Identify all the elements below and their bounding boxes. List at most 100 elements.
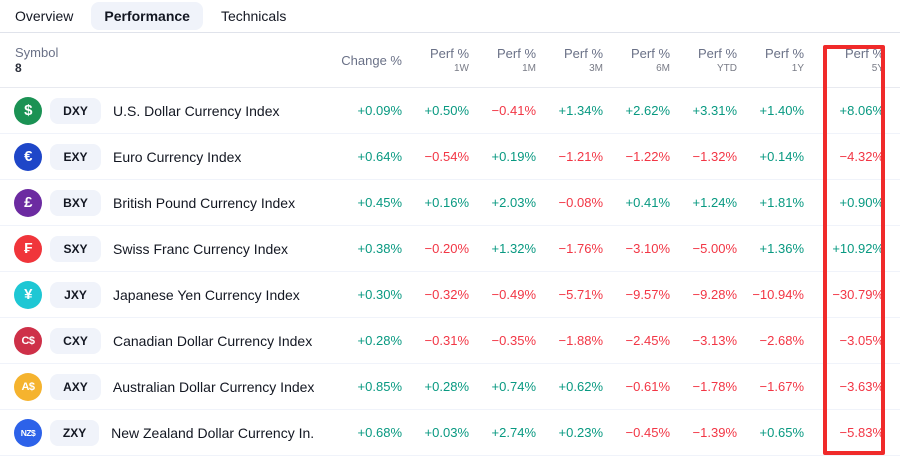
perf-header-label: Perf % <box>697 45 737 61</box>
tab-technicals[interactable]: Technicals <box>220 8 287 24</box>
ticker-badge[interactable]: EXY <box>50 143 101 170</box>
symbol-name[interactable]: Canadian Dollar Currency Index <box>113 332 313 349</box>
perf-6m-column-header[interactable]: Perf % 6M <box>603 46 670 75</box>
symbol-name[interactable]: Euro Currency Index <box>113 148 242 165</box>
table-body: $ DXY U.S. Dollar Currency Index +0.09% +0.5… <box>0 88 900 456</box>
perf-value: +0.14% <box>759 149 804 164</box>
change-value: +0.28% <box>357 333 402 348</box>
perf-value: −1.78% <box>692 379 737 394</box>
perf-value: −4.32% <box>839 149 884 164</box>
symbol-cell: NZ$ ZXY New Zealand Dollar Currency In... <box>10 418 314 447</box>
symbol-name[interactable]: U.S. Dollar Currency Index <box>113 102 280 119</box>
ticker-badge[interactable]: DXY <box>50 97 101 124</box>
table-row[interactable]: NZ$ ZXY New Zealand Dollar Currency In... +… <box>0 410 900 456</box>
perf-value: −3.63% <box>839 379 884 394</box>
change-value: +0.09% <box>357 103 402 118</box>
perf-header-label: Perf % <box>844 45 884 61</box>
perf-value: +0.19% <box>491 149 536 164</box>
perf-value: −10.94% <box>752 287 804 302</box>
tab-performance[interactable]: Performance <box>91 2 203 30</box>
perf-value: +0.23% <box>558 425 603 440</box>
ticker-badge[interactable]: ZXY <box>50 419 100 446</box>
perf-ytd-column-header[interactable]: Perf % YTD <box>670 46 737 75</box>
table-row[interactable]: € EXY Euro Currency Index +0.64% −0.54% +0.19… <box>0 134 900 180</box>
table-row[interactable]: $ DXY U.S. Dollar Currency Index +0.09% +0.5… <box>0 88 900 134</box>
perf-1w-column-header[interactable]: Perf % 1W <box>402 46 469 75</box>
perf-period-label: 1M <box>522 62 536 74</box>
perf-1m-column-header[interactable]: Perf % 1M <box>469 46 536 75</box>
euro-icon: € <box>14 142 42 171</box>
perf-value: +0.03% <box>424 425 469 440</box>
perf-value: −5.00% <box>692 241 737 256</box>
symbol-cell: $ DXY U.S. Dollar Currency Index <box>10 96 314 125</box>
perf-value: +1.24% <box>692 195 737 210</box>
perf-value: +0.65% <box>759 425 804 440</box>
us-dollar-icon: $ <box>14 96 42 125</box>
perf-value: +2.74% <box>491 425 536 440</box>
perf-header-label: Perf % <box>563 45 603 61</box>
symbol-name[interactable]: New Zealand Dollar Currency In... <box>111 424 314 441</box>
perf-value: −1.88% <box>558 333 603 348</box>
perf-value: −2.68% <box>759 333 804 348</box>
perf-value: −0.45% <box>625 425 670 440</box>
canadian-dollar-icon: C$ <box>14 326 42 355</box>
perf-value: +0.90% <box>839 195 884 210</box>
table-header-row: Symbol 8 Change % Perf % 1W Perf % 1M Pe… <box>0 33 900 88</box>
symbol-name[interactable]: British Pound Currency Index <box>113 194 296 211</box>
perf-period-label: 6M <box>656 62 670 74</box>
change-value: +0.30% <box>357 287 402 302</box>
perf-value: −1.22% <box>625 149 670 164</box>
perf-value: +10.92% <box>832 241 884 256</box>
table-row[interactable]: C$ CXY Canadian Dollar Currency Index +0.28… <box>0 318 900 364</box>
perf-period-label: 1Y <box>791 62 804 74</box>
change-value: +0.68% <box>357 425 402 440</box>
symbol-count: 8 <box>15 61 22 75</box>
ticker-badge[interactable]: CXY <box>50 327 101 354</box>
tab-overview[interactable]: Overview <box>15 8 74 24</box>
change-value: +0.38% <box>357 241 402 256</box>
perf-value: +0.28% <box>424 379 469 394</box>
british-pound-icon: £ <box>14 188 42 217</box>
ticker-badge[interactable]: AXY <box>50 373 101 400</box>
symbol-name[interactable]: Swiss Franc Currency Index <box>113 240 289 257</box>
perf-3m-column-header[interactable]: Perf % 3M <box>536 46 603 75</box>
symbol-name[interactable]: Japanese Yen Currency Index <box>113 286 300 303</box>
change-value: +0.64% <box>357 149 402 164</box>
symbol-header-label: Symbol <box>15 45 59 60</box>
ticker-badge[interactable]: SXY <box>50 235 101 262</box>
perf-1y-column-header[interactable]: Perf % 1Y <box>737 46 804 75</box>
perf-value: −2.45% <box>625 333 670 348</box>
tab-bar: Overview Performance Technicals <box>0 0 900 33</box>
perf-value: +0.41% <box>625 195 670 210</box>
table-row[interactable]: ¥ JXY Japanese Yen Currency Index +0.30% −0.… <box>0 272 900 318</box>
ticker-badge[interactable]: BXY <box>50 189 101 216</box>
perf-header-label: Perf % <box>496 45 536 61</box>
perf-value: +1.34% <box>558 103 603 118</box>
table-row[interactable]: ₣ SXY Swiss Franc Currency Index +0.38% −0.2… <box>0 226 900 272</box>
table-row[interactable]: A$ AXY Australian Dollar Currency Index +0.… <box>0 364 900 410</box>
perf-header-label: Perf % <box>429 45 469 61</box>
perf-value: −0.41% <box>491 103 536 118</box>
symbol-column-header[interactable]: Symbol 8 <box>10 44 314 76</box>
symbol-cell: A$ AXY Australian Dollar Currency Index <box>10 372 314 401</box>
perf-5y-column-header[interactable]: Perf % 5Y <box>804 46 884 75</box>
perf-period-label: YTD <box>717 62 737 74</box>
perf-value: +3.31% <box>692 103 737 118</box>
performance-table: Symbol 8 Change % Perf % 1W Perf % 1M Pe… <box>0 33 900 456</box>
new-zealand-dollar-icon: NZ$ <box>14 418 42 447</box>
perf-value: −0.54% <box>424 149 469 164</box>
change-column-header[interactable]: Change % <box>341 52 402 68</box>
perf-period-label: 5Y <box>871 62 884 74</box>
symbol-name[interactable]: Australian Dollar Currency Index <box>112 378 314 395</box>
perf-value: −5.83% <box>839 425 884 440</box>
perf-value: +1.40% <box>759 103 804 118</box>
symbol-cell: £ BXY British Pound Currency Index <box>10 188 314 217</box>
perf-value: −1.21% <box>558 149 603 164</box>
perf-header-label: Perf % <box>764 45 804 61</box>
table-row[interactable]: £ BXY British Pound Currency Index +0.45% +0… <box>0 180 900 226</box>
ticker-badge[interactable]: JXY <box>50 281 101 308</box>
perf-value: −1.39% <box>692 425 737 440</box>
perf-value: −9.57% <box>625 287 670 302</box>
perf-value: +1.81% <box>759 195 804 210</box>
symbol-cell: € EXY Euro Currency Index <box>10 142 314 171</box>
